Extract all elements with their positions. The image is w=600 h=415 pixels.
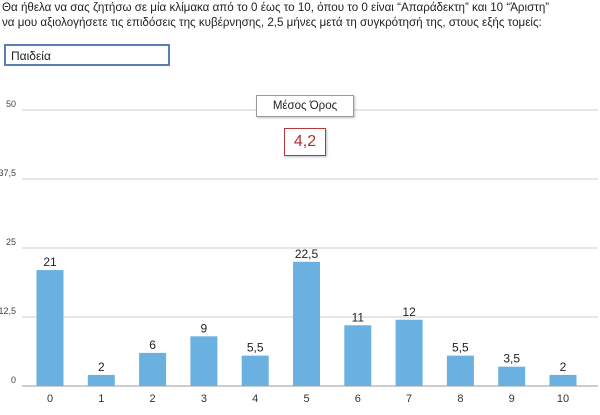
data-label: 12 [402, 305, 416, 319]
x-tick-label: 5 [303, 393, 309, 405]
x-tick-labels: 0 1 2 3 4 5 6 7 8 9 10 [47, 393, 569, 405]
bar [395, 319, 423, 386]
x-tick-label: 6 [355, 393, 361, 405]
data-label: 6 [149, 338, 156, 352]
bar [344, 325, 372, 386]
value-labels: 21 2 6 9 5,5 22,5 11 12 5,5 3,5 2 [43, 247, 566, 374]
question-text: Θα ήθελα να σας ζητήσω σε μία κλίμακα απ… [2, 0, 600, 30]
y-tick-label: 50 [6, 99, 16, 109]
x-tick-label: 9 [509, 393, 515, 405]
question-line-2: να μου αξιολογήσετε τις επιδόσεις της κυ… [2, 16, 542, 29]
data-label: 11 [352, 310, 365, 324]
bar [446, 355, 474, 386]
sector-label: Παιδεία [11, 49, 51, 63]
average-value: 4,2 [284, 128, 326, 156]
bar [87, 374, 115, 386]
x-tick-label: 0 [47, 393, 53, 405]
x-tick-label: 7 [406, 393, 412, 405]
data-label: 2 [560, 360, 567, 374]
bar [498, 366, 526, 386]
x-tick-label: 1 [98, 393, 104, 405]
bar [36, 270, 64, 386]
y-tick-label: 12,5 [0, 306, 16, 316]
y-tick-label: 37,5 [0, 168, 16, 178]
y-tick-label: 25 [6, 237, 16, 247]
data-label: 22,5 [295, 247, 319, 261]
question-line-1: Θα ήθελα να σας ζητήσω σε μία κλίμακα απ… [2, 1, 550, 14]
bar [190, 336, 218, 386]
bars [36, 261, 577, 386]
data-label: 3,5 [503, 352, 520, 366]
x-tick-label: 3 [201, 393, 207, 405]
bar [139, 352, 167, 386]
x-tick-label: 10 [557, 393, 569, 405]
data-label: 5,5 [452, 341, 469, 355]
x-tick-label: 2 [150, 393, 156, 405]
y-tick-label: 0 [11, 375, 16, 385]
bar [549, 374, 577, 386]
data-label: 5,5 [247, 341, 264, 355]
data-label: 21 [43, 255, 57, 269]
bar [241, 355, 269, 386]
bar [293, 261, 320, 386]
x-tick-label: 8 [457, 393, 463, 405]
data-label: 2 [98, 360, 105, 374]
x-tick-label: 4 [252, 393, 258, 405]
y-tick-labels: 0 12,5 25 37,5 50 [0, 99, 16, 385]
sector-selector[interactable]: Παιδεία [4, 44, 170, 66]
average-label: Μέσος Όρος [256, 95, 354, 117]
data-label: 9 [201, 321, 208, 335]
